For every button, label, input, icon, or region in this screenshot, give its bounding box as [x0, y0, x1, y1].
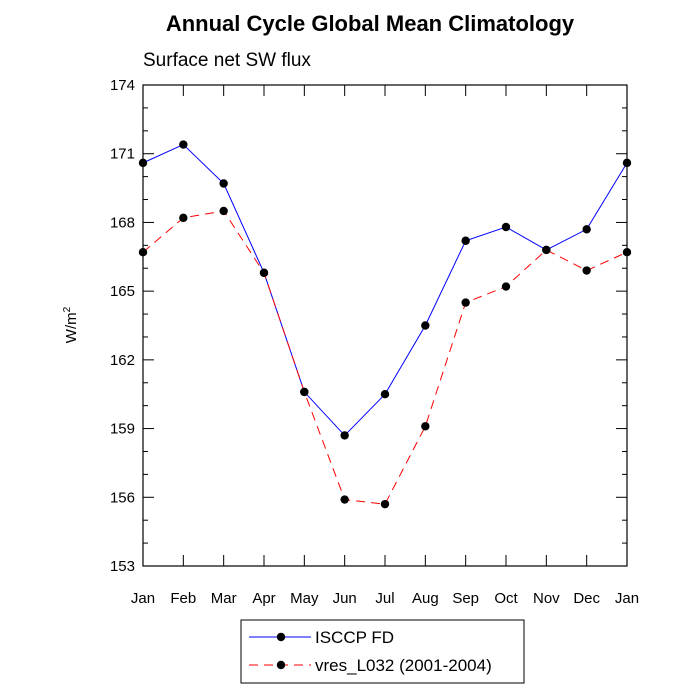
data-point-series-2: [501, 282, 511, 291]
data-point-series-2: [380, 499, 390, 509]
data-point-series-2: [138, 248, 148, 257]
data-point-series-2: [582, 266, 591, 275]
y-tick-label: 156: [110, 489, 135, 506]
plot-area-border: [142, 84, 628, 567]
data-point-series-1: [219, 179, 228, 188]
chart-subtitle: Surface net SW flux: [143, 50, 311, 71]
y-tick-label: 165: [110, 283, 135, 300]
data-point-series-2: [421, 422, 430, 431]
data-point-series-1: [421, 321, 430, 330]
data-point-series-1: [138, 158, 148, 168]
data-point-series-1: [461, 236, 470, 245]
legend-marker-series-2: [276, 660, 286, 670]
legend-label-series-2: vres_L032 (2001-2004): [315, 656, 492, 675]
axis-ticks: 153 156 159 162 165 168 171 174 Jan Feb Mar Apr May J…: [110, 77, 639, 607]
x-tick-label: Jul: [375, 590, 394, 607]
data-point-series-2: [542, 245, 551, 255]
x-tick-label: Mar: [211, 590, 237, 607]
y-tick-label: 153: [110, 558, 135, 575]
y-tick-label: 162: [110, 352, 135, 369]
y-tick-label: 168: [110, 214, 135, 231]
legend: ISCCP FD vres_L032 (2001-2004): [240, 619, 525, 684]
data-point-series-1: [380, 390, 390, 399]
data-point-series-2: [259, 268, 269, 278]
data-point-series-2: [340, 495, 349, 504]
data-point-series-1: [622, 158, 632, 168]
chart-title: Annual Cycle Global Mean Climatology: [166, 11, 575, 36]
y-tick-label: 174: [110, 77, 135, 94]
data-point-series-1: [582, 225, 591, 234]
data-point-series-1: [501, 222, 511, 232]
x-tick-label: Aug: [412, 590, 439, 607]
x-tick-label: Sep: [452, 590, 479, 607]
y-tick-label: 171: [110, 146, 135, 163]
legend-label-series-1: ISCCP FD: [315, 628, 394, 647]
y-tick-label: 159: [110, 421, 135, 438]
x-tick-label: Jun: [333, 590, 357, 607]
legend-box: [240, 619, 525, 684]
data-point-series-2: [219, 206, 228, 216]
data-point-series-1: [340, 431, 349, 440]
data-point-series-2: [622, 248, 632, 257]
x-tick-label: Oct: [494, 590, 518, 607]
data-point-series-2: [461, 298, 470, 307]
y-axis-label: W/m2: [62, 306, 80, 343]
y-axis-label-group: W/m2: [62, 306, 80, 343]
x-tick-label: Nov: [533, 590, 560, 607]
y-axis-label-text: W/m: [63, 312, 80, 343]
x-tick-label: Apr: [252, 590, 275, 607]
series-group: [138, 140, 632, 509]
x-tick-label: May: [290, 590, 319, 607]
x-tick-label: Feb: [170, 590, 196, 607]
data-point-series-1: [179, 140, 188, 149]
x-tick-label: Dec: [573, 590, 600, 607]
x-tick-label: Jan: [131, 590, 155, 607]
legend-marker-series-1: [276, 632, 286, 642]
plot-frame: [142, 84, 628, 567]
x-tick-label: Jan: [615, 590, 639, 607]
series-line-2: [142, 210, 628, 505]
y-axis-label-superscript: 2: [62, 306, 73, 312]
data-point-series-2: [300, 387, 309, 397]
data-point-series-2: [179, 213, 188, 223]
